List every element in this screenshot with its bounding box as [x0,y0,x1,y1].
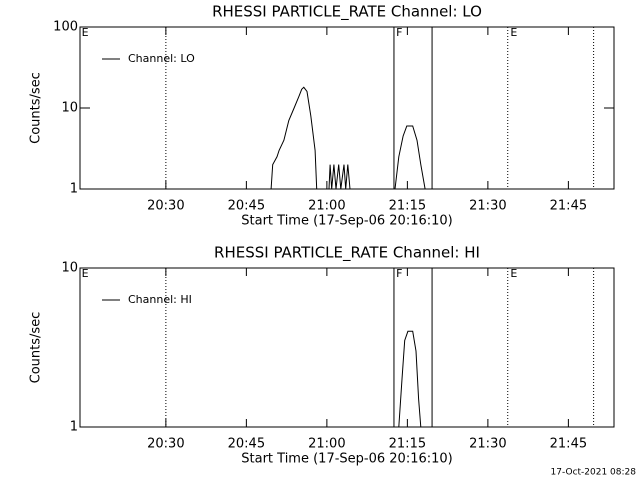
y-tick-label: 10 [61,101,78,116]
x-tick-label: 20:30 [147,199,184,214]
y-tick-label: 1 [70,182,78,197]
x-tick-label: 21:45 [550,199,587,214]
x-tick-label: 20:30 [147,437,184,452]
footer-timestamp: 17-Oct-2021 08:28 [551,468,637,478]
legend-label: Channel: LO [128,52,195,65]
event-label: F [396,26,402,39]
y-axis-label: Counts/sec [29,72,44,144]
data-line [398,330,422,428]
plot-frame [79,267,615,428]
x-tick-label: 21:30 [469,199,506,214]
event-label: F [396,267,402,280]
event-label: E [510,26,517,39]
x-tick-label: 20:45 [228,199,265,214]
y-tick-label: 1 [70,420,78,435]
x-axis-label: Start Time (17-Sep-06 20:16:10) [241,452,452,467]
y-axis-label: Counts/sec [29,312,44,384]
x-tick-label: 21:15 [389,437,426,452]
x-tick-label: 21:45 [550,437,587,452]
x-tick-label: 20:45 [228,437,265,452]
event-label: E [82,26,89,39]
legend-label: Channel: HI [128,293,192,306]
x-axis-label: Start Time (17-Sep-06 20:16:10) [241,214,452,229]
x-tick-label: 21:00 [308,199,345,214]
y-tick-label: 100 [53,20,78,35]
x-tick-label: 21:30 [469,437,506,452]
chart-title: RHESSI PARTICLE_RATE Channel: LO [212,3,482,22]
x-tick-label: 21:00 [308,437,345,452]
y-tick-label: 10 [61,261,78,276]
chart-title: RHESSI PARTICLE_RATE Channel: HI [214,244,480,263]
event-label: E [510,267,517,280]
data-line [270,86,426,190]
x-tick-label: 21:15 [389,199,426,214]
event-label: E [82,267,89,280]
